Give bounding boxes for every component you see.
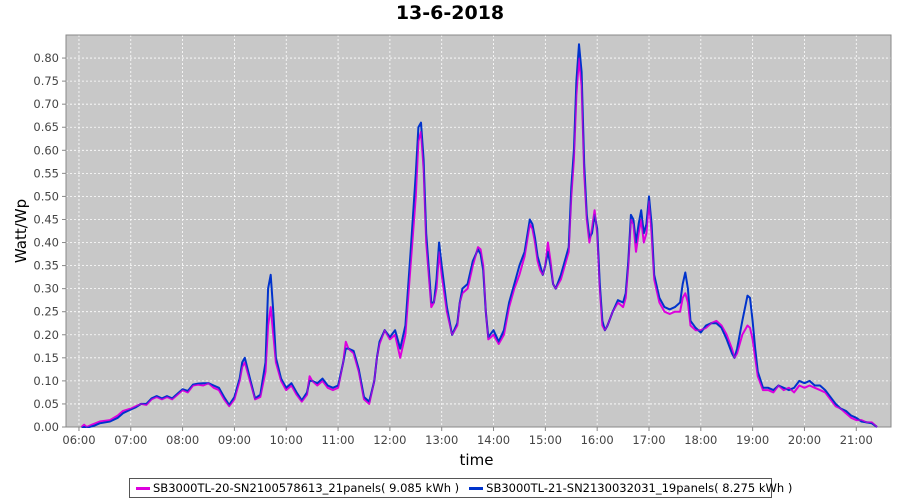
x-tick-label: 18:00 <box>684 433 717 447</box>
y-tick-label: 0.30 <box>33 282 59 296</box>
y-tick-label: 0.10 <box>33 374 59 388</box>
x-tick-label: 17:00 <box>632 433 665 447</box>
x-tick-label: 15:00 <box>529 433 562 447</box>
series-layer <box>80 43 878 428</box>
y-tick-label: 0.60 <box>33 143 59 157</box>
y-tick-label: 0.25 <box>33 305 59 319</box>
y-tick-label: 0.20 <box>33 328 59 342</box>
legend-item-2: SB3000TL-21-SN2130032031_19panels( 8.275… <box>469 481 792 495</box>
x-tick-label: 14:00 <box>477 433 510 447</box>
y-axis-label: Watt/Wp <box>12 199 30 263</box>
x-tick-label: 11:00 <box>321 433 354 447</box>
y-tick-label: 0.75 <box>33 74 59 88</box>
y-tick-label: 0.00 <box>33 420 59 434</box>
x-tick-label: 13:00 <box>425 433 458 447</box>
x-tick-label: 08:00 <box>166 433 199 447</box>
legend-swatch <box>469 486 484 490</box>
x-axis-label: time <box>460 451 494 469</box>
x-tick-label: 20:00 <box>788 433 821 447</box>
legend-item-1: SB3000TL-20-SN2100578613_21panels( 9.085… <box>136 481 459 495</box>
legend-label: SB3000TL-21-SN2130032031_19panels( 8.275… <box>486 481 793 495</box>
y-tick-label: 0.65 <box>33 120 59 134</box>
y-tick-label: 0.35 <box>33 259 59 273</box>
x-tick-label: 12:00 <box>373 433 406 447</box>
y-tick-label: 0.45 <box>33 212 59 226</box>
x-tick-label: 09:00 <box>218 433 251 447</box>
legend-label: SB3000TL-20-SN2100578613_21panels( 9.085… <box>153 481 460 495</box>
chart-title: 13-6-2018 <box>395 2 505 24</box>
y-tick-label: 0.40 <box>33 236 59 250</box>
grid-lines <box>66 35 891 428</box>
x-tick-label: 19:00 <box>736 433 769 447</box>
y-tick-label: 0.55 <box>33 166 59 180</box>
plot-border <box>65 34 892 428</box>
y-tick-label: 0.70 <box>33 97 59 111</box>
y-tick-label: 0.80 <box>33 51 59 65</box>
y-tick-label: 0.15 <box>33 351 59 365</box>
y-tick-label: 0.50 <box>33 189 59 203</box>
x-tick-label: 06:00 <box>62 433 95 447</box>
legend-swatch <box>136 486 150 490</box>
legend: SB3000TL-20-SN2100578613_21panels( 9.085… <box>129 478 792 498</box>
x-tick-label: 16:00 <box>581 433 614 447</box>
y-tick-label: 0.05 <box>33 397 59 411</box>
x-tick-label: 10:00 <box>270 433 303 447</box>
plot-area <box>66 35 891 427</box>
axes: 0.00 0.05 0.10 0.15 0.20 0.25 0.30 0.35 0.40 0.45… <box>33 34 892 447</box>
series-line-1-overlay <box>81 57 878 428</box>
x-tick-label: 07:00 <box>114 433 147 447</box>
x-tick-label: 21:00 <box>840 433 873 447</box>
